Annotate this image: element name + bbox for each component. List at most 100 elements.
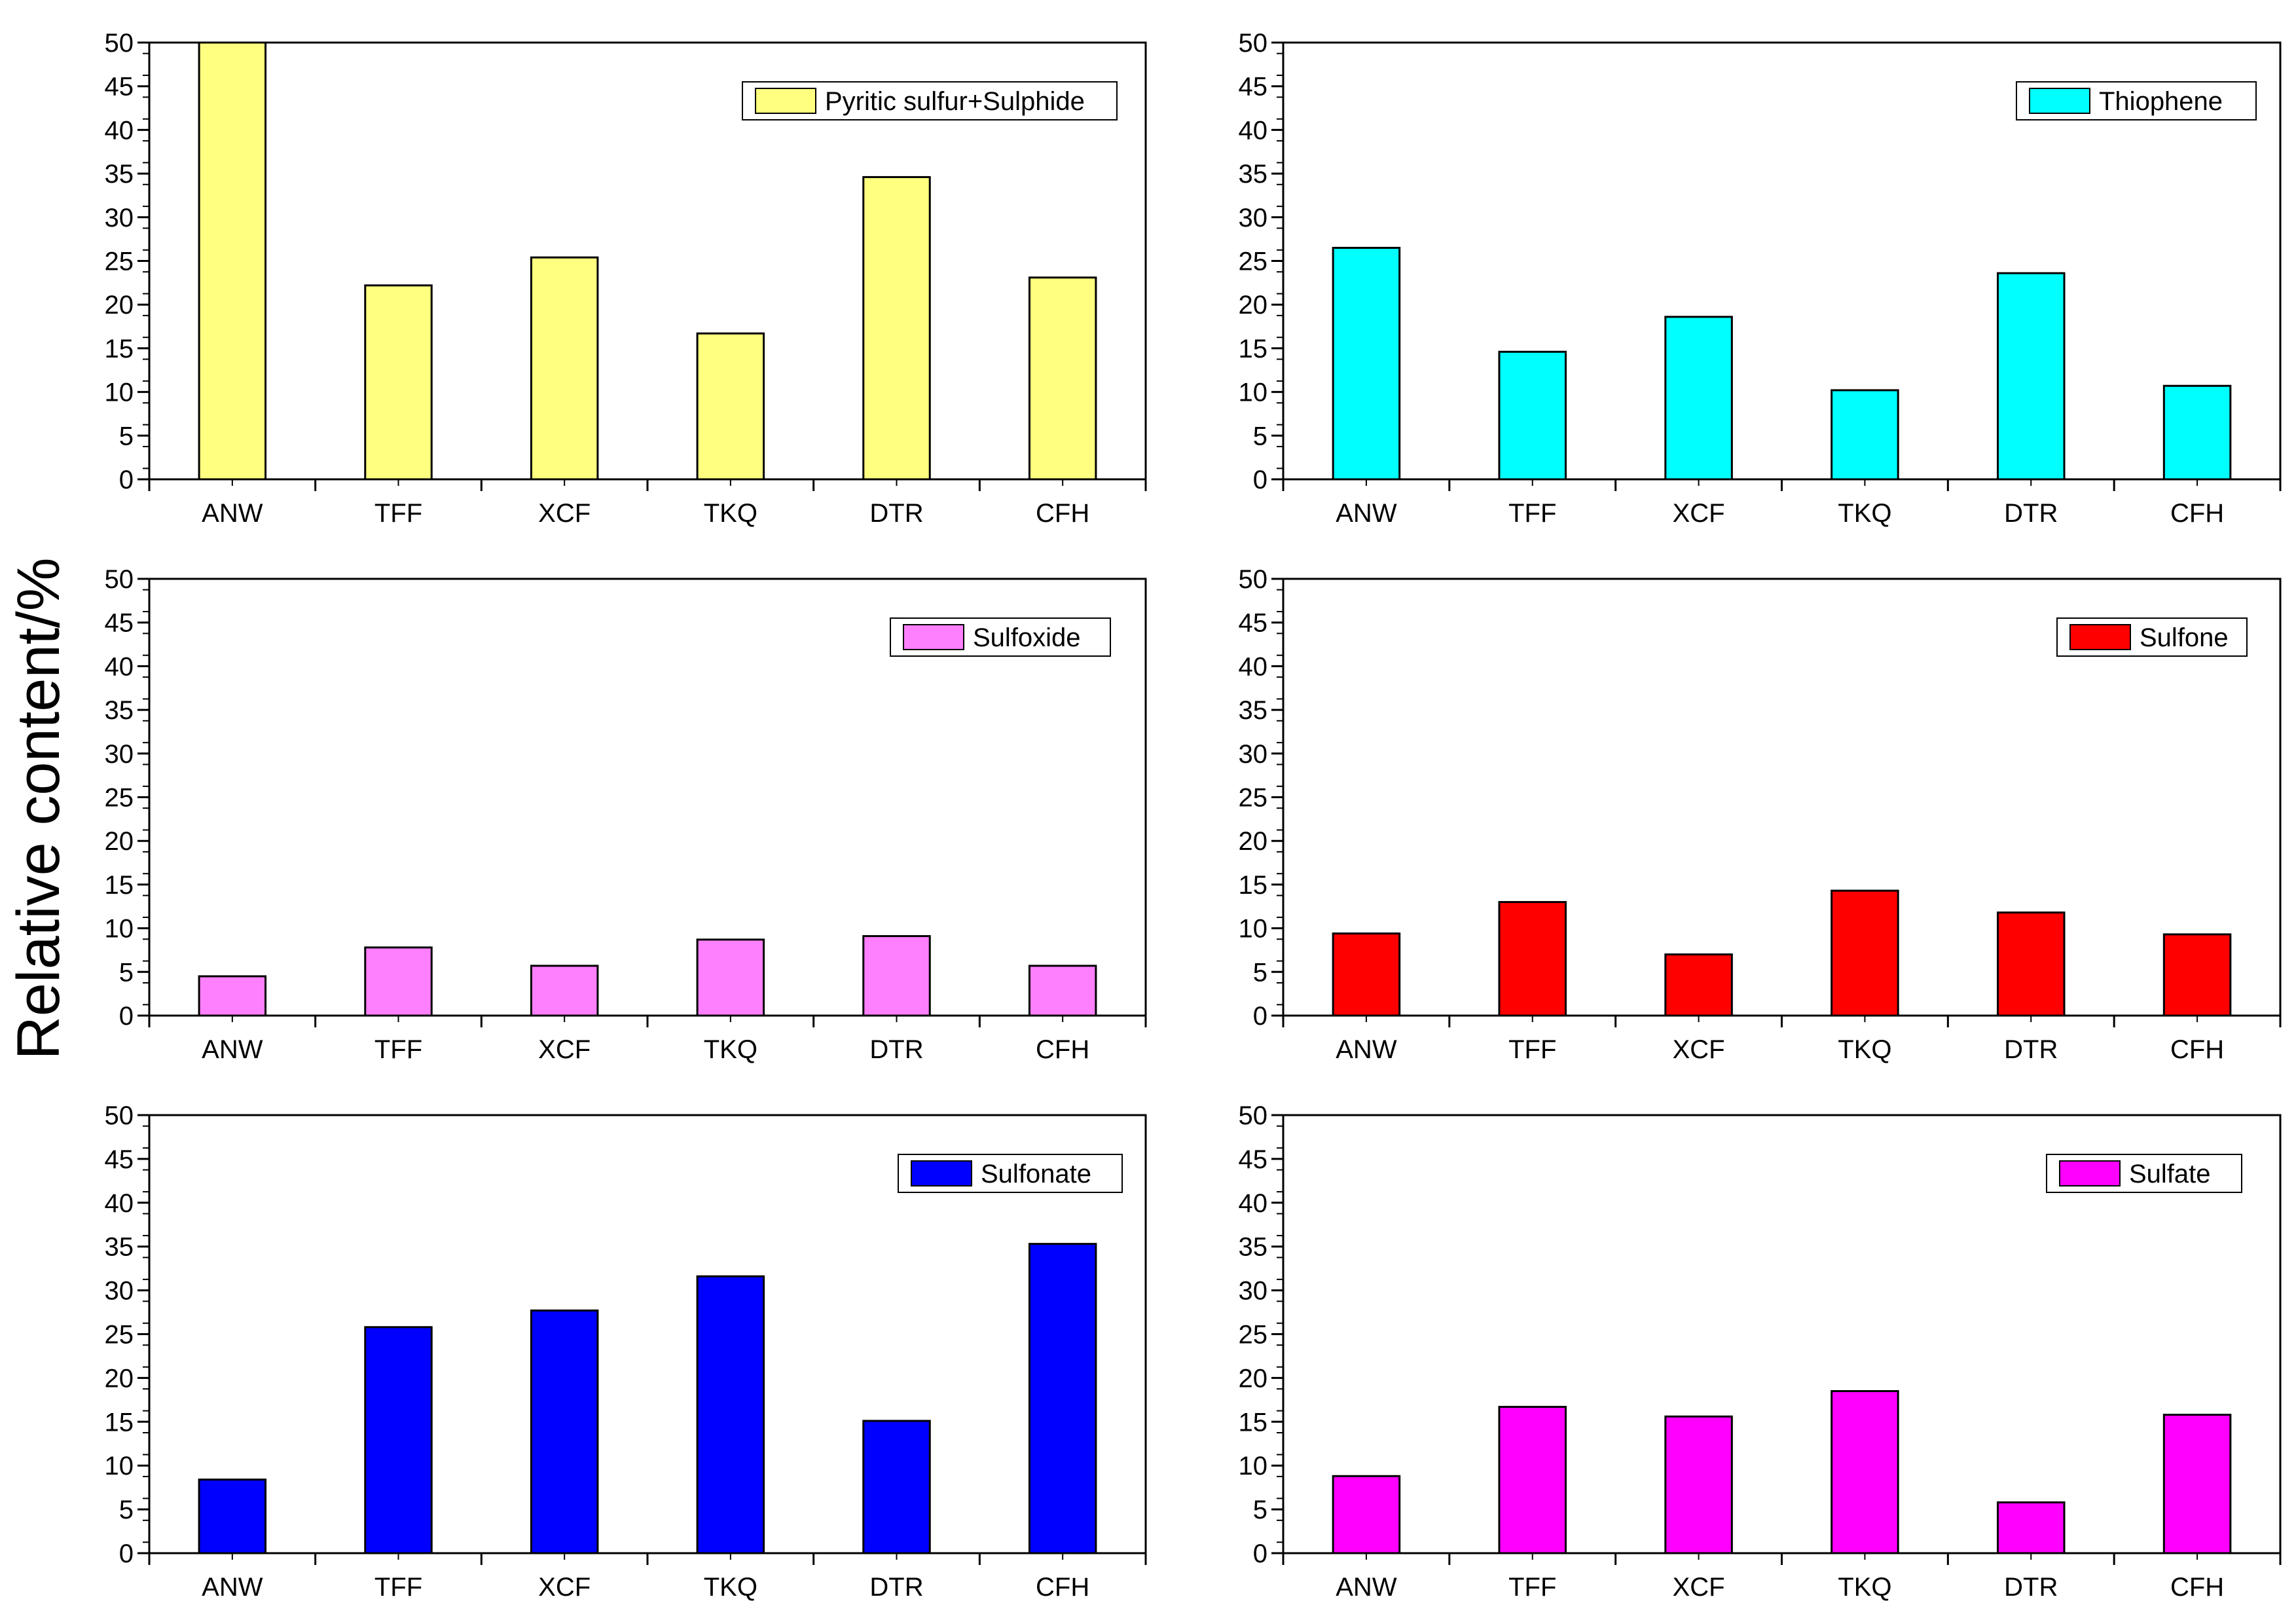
y-tick-label: 0 bbox=[1253, 1539, 1267, 1568]
x-category-label: DTR bbox=[2004, 1573, 2058, 1602]
y-tick-label: 0 bbox=[119, 466, 134, 494]
bar-cfh bbox=[2162, 1414, 2232, 1554]
y-tick-label: 45 bbox=[105, 73, 134, 101]
bar-tkq bbox=[696, 938, 765, 1017]
x-category-label: XCF bbox=[1673, 499, 1725, 528]
chart-panel-4: 0 5 10 15 20 25 30 35 40 45 50 ANW TFF XCF TKQ DTR CFH Su… bbox=[1239, 565, 2282, 1064]
chart-panel-1: 0 5 10 15 20 25 30 35 40 45 50 ANW TFF XCF TKQ DTR CFH Py… bbox=[105, 29, 1147, 528]
y-tick-label: 10 bbox=[105, 915, 134, 944]
bar-xcf bbox=[530, 256, 599, 481]
legend: Sulfone bbox=[2056, 617, 2248, 657]
bar-cfh bbox=[1028, 1243, 1097, 1554]
bar-xcf bbox=[530, 1309, 599, 1554]
x-category-label: CFH bbox=[1036, 1573, 1089, 1602]
y-tick-label: 25 bbox=[105, 248, 134, 276]
bar-tff bbox=[364, 946, 433, 1017]
legend: Sulfoxide bbox=[890, 617, 1111, 657]
x-category-label: XCF bbox=[1673, 1035, 1725, 1064]
x-category-label: TFF bbox=[374, 1035, 422, 1064]
x-category-label: DTR bbox=[2004, 1035, 2058, 1064]
y-tick-label: 10 bbox=[1239, 915, 1268, 944]
plot-frame bbox=[1282, 578, 2282, 1017]
legend-label: Pyritic sulfur+Sulphide bbox=[825, 87, 1085, 116]
x-category-label: TKQ bbox=[704, 1035, 757, 1064]
bar-anw bbox=[198, 1479, 267, 1554]
bar-dtr bbox=[862, 175, 931, 481]
plot-frame bbox=[148, 41, 1147, 481]
y-tick-label: 15 bbox=[105, 1408, 134, 1437]
x-category-label: ANW bbox=[1336, 1035, 1397, 1064]
plot-frame bbox=[148, 1114, 1147, 1554]
y-tick-label: 35 bbox=[105, 1233, 134, 1262]
y-tick-label: 30 bbox=[1239, 204, 1268, 232]
y-tick-label: 50 bbox=[1239, 1101, 1268, 1130]
y-tick-label: 45 bbox=[1239, 73, 1268, 101]
legend: Pyritic sulfur+Sulphide bbox=[742, 81, 1118, 120]
x-category-label: TKQ bbox=[704, 499, 757, 528]
x-category-label: DTR bbox=[869, 1035, 923, 1064]
x-category-label: ANW bbox=[202, 1573, 263, 1602]
y-tick-label: 0 bbox=[119, 1539, 134, 1568]
y-tick-label: 5 bbox=[119, 1496, 134, 1524]
x-category-label: TKQ bbox=[704, 1573, 757, 1602]
y-tick-label: 10 bbox=[1239, 1452, 1268, 1480]
x-category-label: CFH bbox=[1036, 499, 1089, 528]
y-tick-label: 0 bbox=[1253, 1002, 1267, 1031]
bar-cfh bbox=[2162, 384, 2232, 481]
legend-label: Thiophene bbox=[2099, 87, 2223, 116]
y-tick-label: 15 bbox=[1239, 871, 1268, 900]
legend-label: Sulfonate bbox=[981, 1160, 1091, 1188]
legend-swatch bbox=[2029, 88, 2090, 114]
x-category-label: TKQ bbox=[1838, 1035, 1891, 1064]
legend-label: Sulfate bbox=[2129, 1160, 2211, 1188]
y-tick-label: 5 bbox=[119, 422, 134, 450]
y-tick-label: 0 bbox=[119, 1002, 134, 1031]
y-tick-label: 45 bbox=[1239, 1145, 1268, 1174]
y-tick-label: 5 bbox=[1253, 422, 1267, 450]
bar-tkq bbox=[1831, 889, 1899, 1017]
x-category-label: TFF bbox=[1508, 1573, 1556, 1602]
y-tick-label: 35 bbox=[105, 696, 134, 725]
y-tick-label: 25 bbox=[105, 784, 134, 813]
chart-panel-6: 0 5 10 15 20 25 30 35 40 45 50 ANW TFF XCF TKQ DTR CFH Su… bbox=[1239, 1101, 2282, 1602]
chart-panel-2: 0 5 10 15 20 25 30 35 40 45 50 ANW TFF XCF TKQ DTR CFH Th… bbox=[1239, 29, 2282, 528]
y-tick-label: 20 bbox=[105, 1364, 134, 1393]
x-category-label: TKQ bbox=[1838, 499, 1891, 528]
x-category-label: XCF bbox=[1673, 1573, 1725, 1602]
legend-label: Sulfone bbox=[2140, 623, 2229, 652]
y-tick-label: 30 bbox=[1239, 1277, 1268, 1306]
legend-swatch bbox=[903, 624, 964, 650]
bar-xcf bbox=[1664, 316, 1733, 481]
x-category-label: CFH bbox=[1036, 1035, 1089, 1064]
bar-tkq bbox=[1831, 1389, 1899, 1554]
x-category-label: XCF bbox=[538, 1035, 591, 1064]
bar-anw bbox=[1332, 932, 1401, 1017]
bar-tff bbox=[1498, 1406, 1567, 1554]
y-tick-label: 35 bbox=[1239, 160, 1268, 189]
plot-frame bbox=[148, 578, 1147, 1017]
x-category-label: ANW bbox=[202, 1035, 263, 1064]
bar-anw bbox=[198, 975, 267, 1017]
x-category-label: DTR bbox=[2004, 499, 2058, 528]
y-tick-label: 45 bbox=[1239, 609, 1268, 638]
y-tick-label: 35 bbox=[105, 160, 134, 189]
bar-dtr bbox=[1996, 272, 2066, 481]
x-category-label: XCF bbox=[538, 499, 591, 528]
y-tick-label: 20 bbox=[105, 827, 134, 856]
y-tick-label: 25 bbox=[105, 1321, 134, 1350]
y-tick-label: 35 bbox=[1239, 696, 1268, 725]
legend-label: Sulfoxide bbox=[973, 623, 1081, 652]
y-tick-label: 25 bbox=[1239, 248, 1268, 276]
x-category-label: TFF bbox=[1508, 499, 1556, 528]
x-category-label: DTR bbox=[869, 1573, 923, 1602]
bar-xcf bbox=[530, 965, 599, 1017]
legend-swatch bbox=[2059, 1160, 2121, 1186]
bar-cfh bbox=[1028, 276, 1097, 481]
y-tick-label: 40 bbox=[105, 652, 134, 681]
y-tick-label: 20 bbox=[105, 291, 134, 320]
y-tick-label: 50 bbox=[1239, 565, 1268, 594]
legend: Thiophene bbox=[2016, 81, 2257, 120]
y-tick-label: 15 bbox=[105, 871, 134, 900]
bar-tkq bbox=[1831, 389, 1899, 481]
bar-tff bbox=[364, 1326, 433, 1554]
